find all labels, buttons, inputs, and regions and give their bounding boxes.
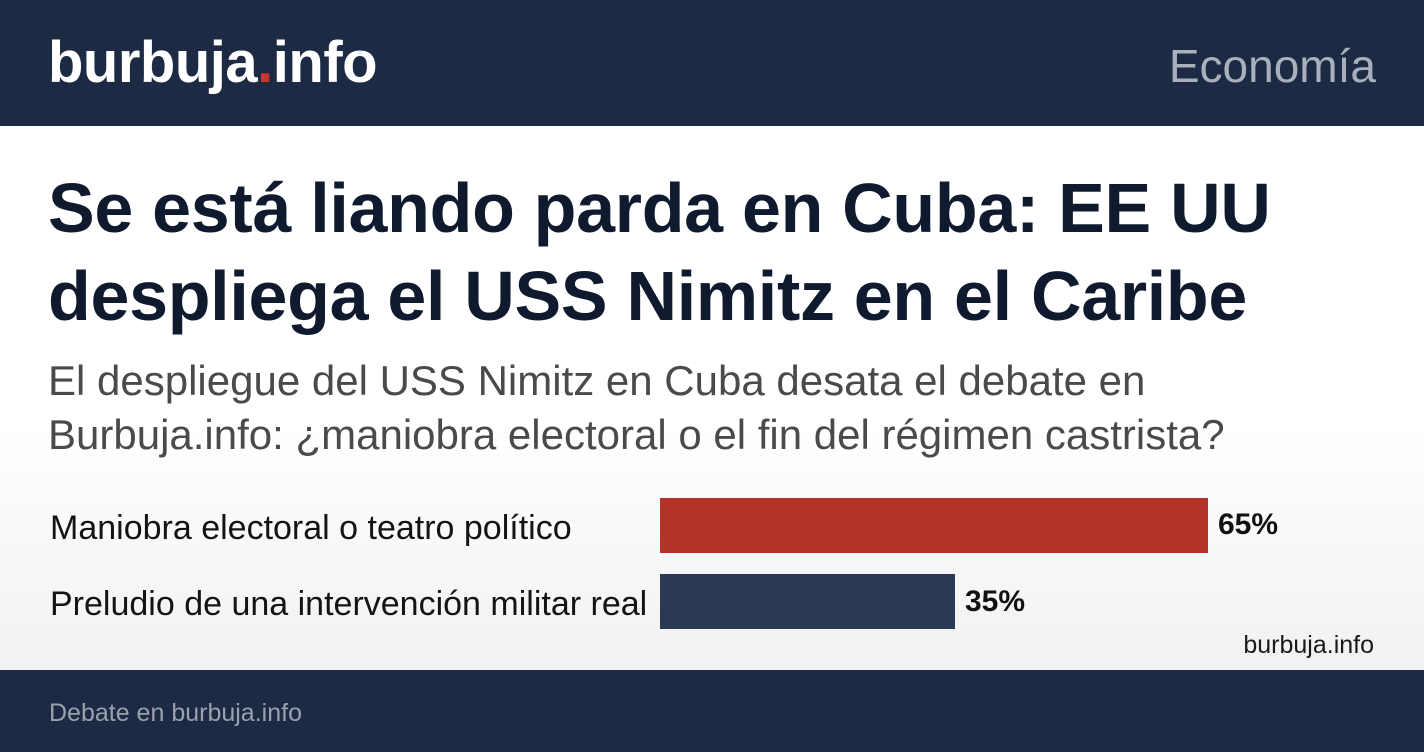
headline: Se está liando parda en Cuba: EE UU desp…	[48, 169, 1271, 335]
bar-maniobra-electoral	[660, 498, 1208, 553]
header-bar: burbuja.info Economía	[0, 0, 1424, 126]
brand-dot: .	[257, 30, 273, 95]
bar-value-2: 35%	[965, 585, 1026, 618]
bar-label-1: Maniobra electoral o teatro político	[50, 509, 572, 547]
brand-tld: info	[272, 30, 378, 95]
bar-value-1: 65%	[1218, 508, 1279, 541]
chart-source: burbuja.info	[1243, 631, 1374, 659]
bar-intervencion-militar	[660, 574, 955, 629]
brand-logo[interactable]: burbuja.info	[48, 28, 378, 98]
brand-name: burbuja	[48, 30, 258, 95]
main-content: Se está liando parda en Cuba: EE UU desp…	[0, 126, 1424, 670]
subheadline: El despliegue del USS Nimitz en Cuba des…	[48, 357, 1225, 458]
footer-bar: Debate en burbuja.info	[0, 670, 1424, 752]
footer-text: Debate en burbuja.info	[49, 699, 302, 727]
section-label[interactable]: Economía	[1168, 40, 1376, 92]
bar-label-2: Preludio de una intervención militar rea…	[50, 585, 648, 623]
